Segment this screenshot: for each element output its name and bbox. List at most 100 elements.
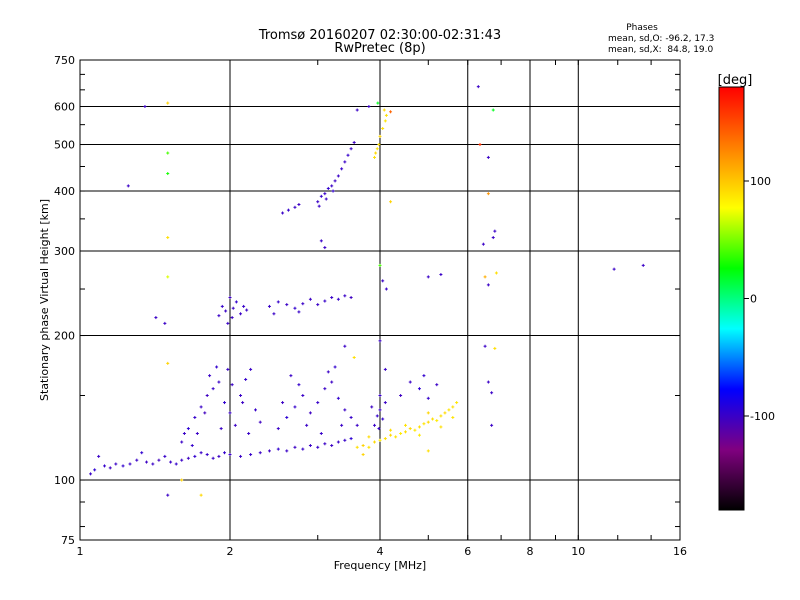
data-point	[186, 456, 190, 460]
data-point	[349, 437, 353, 441]
data-point	[182, 432, 186, 436]
y-tick-label: 75	[61, 534, 75, 547]
data-point	[89, 472, 93, 476]
data-point	[308, 444, 312, 448]
data-point	[422, 422, 426, 426]
data-point	[373, 440, 377, 444]
data-point	[226, 321, 230, 325]
data-point	[317, 204, 321, 208]
data-point	[193, 415, 197, 419]
colorbar-tick-label: 0	[750, 293, 757, 306]
data-point	[208, 374, 212, 378]
data-point	[316, 445, 320, 449]
data-point	[305, 423, 309, 427]
data-point	[323, 442, 327, 446]
data-point	[308, 411, 312, 415]
data-point	[493, 229, 497, 233]
data-point	[199, 405, 203, 409]
x-tick-label: 2	[227, 545, 234, 558]
data-point	[157, 458, 161, 462]
data-point	[319, 432, 323, 436]
data-point	[426, 275, 430, 279]
data-point	[297, 383, 301, 387]
data-point	[326, 370, 330, 374]
data-point	[205, 453, 209, 457]
data-point	[417, 387, 421, 391]
data-point	[384, 287, 388, 291]
data-point	[163, 454, 167, 458]
data-point	[343, 160, 347, 164]
data-point	[169, 460, 173, 464]
y-tick-label: 200	[54, 330, 75, 343]
data-point	[114, 462, 118, 466]
data-point	[323, 246, 327, 250]
data-point	[121, 464, 125, 468]
data-point	[352, 140, 356, 144]
axis-ticks: 1 2 4 6 8 10 16 75 100 200 300 400 500 600 750	[54, 54, 687, 558]
data-point	[230, 383, 234, 387]
data-point	[381, 279, 385, 283]
data-point	[408, 427, 412, 431]
data-point	[373, 155, 377, 159]
data-point	[180, 478, 184, 482]
data-point	[143, 105, 147, 109]
data-point	[128, 462, 132, 466]
data-point	[135, 458, 139, 462]
data-point	[223, 451, 227, 455]
data-point	[377, 143, 381, 147]
data-point	[403, 430, 407, 434]
data-point	[486, 283, 490, 287]
data-point	[340, 423, 344, 427]
data-point	[195, 432, 199, 436]
data-point	[403, 423, 407, 427]
data-point	[439, 273, 443, 277]
data-point	[355, 445, 359, 449]
y-tick-label: 750	[54, 54, 75, 67]
data-point	[343, 438, 347, 442]
data-point	[375, 147, 379, 151]
data-point	[267, 304, 271, 308]
data-point	[293, 306, 297, 310]
data-point	[215, 365, 219, 369]
data-point	[451, 415, 455, 419]
data-point	[186, 427, 190, 431]
data-point	[378, 339, 382, 343]
data-point	[367, 445, 371, 449]
data-point	[199, 451, 203, 455]
phases-line-o: mean, sd,O: -96.2, 17.3	[608, 34, 714, 44]
data-point	[285, 449, 289, 453]
data-point	[219, 427, 223, 431]
data-point	[408, 380, 412, 384]
data-point	[220, 304, 224, 308]
data-point	[245, 308, 249, 312]
data-point	[431, 417, 435, 421]
x-tick-label: 4	[377, 545, 384, 558]
data-point	[426, 411, 430, 415]
data-point	[435, 383, 439, 387]
data-point	[244, 377, 248, 381]
data-point	[447, 408, 451, 412]
data-point	[383, 119, 387, 123]
data-point	[217, 454, 221, 458]
data-point	[289, 374, 293, 378]
data-point	[330, 444, 334, 448]
data-point	[145, 460, 149, 464]
data-point	[413, 428, 417, 432]
y-axis-label: Stationary phase Virtual Height [km]	[38, 199, 51, 401]
data-point	[233, 423, 237, 427]
data-point	[367, 435, 371, 439]
data-point	[217, 380, 221, 384]
data-point	[383, 367, 387, 371]
data-point	[486, 155, 490, 159]
colorbar-tick-label: -100	[750, 410, 775, 423]
data-point	[180, 440, 184, 444]
data-point	[249, 453, 253, 457]
data-point	[422, 374, 426, 378]
chart-title: Tromsø 20160207 02:30:00-02:31:43	[258, 28, 501, 43]
data-point	[205, 394, 209, 398]
data-point	[258, 420, 262, 424]
data-point	[381, 126, 385, 130]
y-tick-label: 600	[54, 101, 75, 114]
data-point	[612, 267, 616, 271]
phases-line-x: mean, sd,X: 84.8, 19.0	[608, 45, 714, 55]
